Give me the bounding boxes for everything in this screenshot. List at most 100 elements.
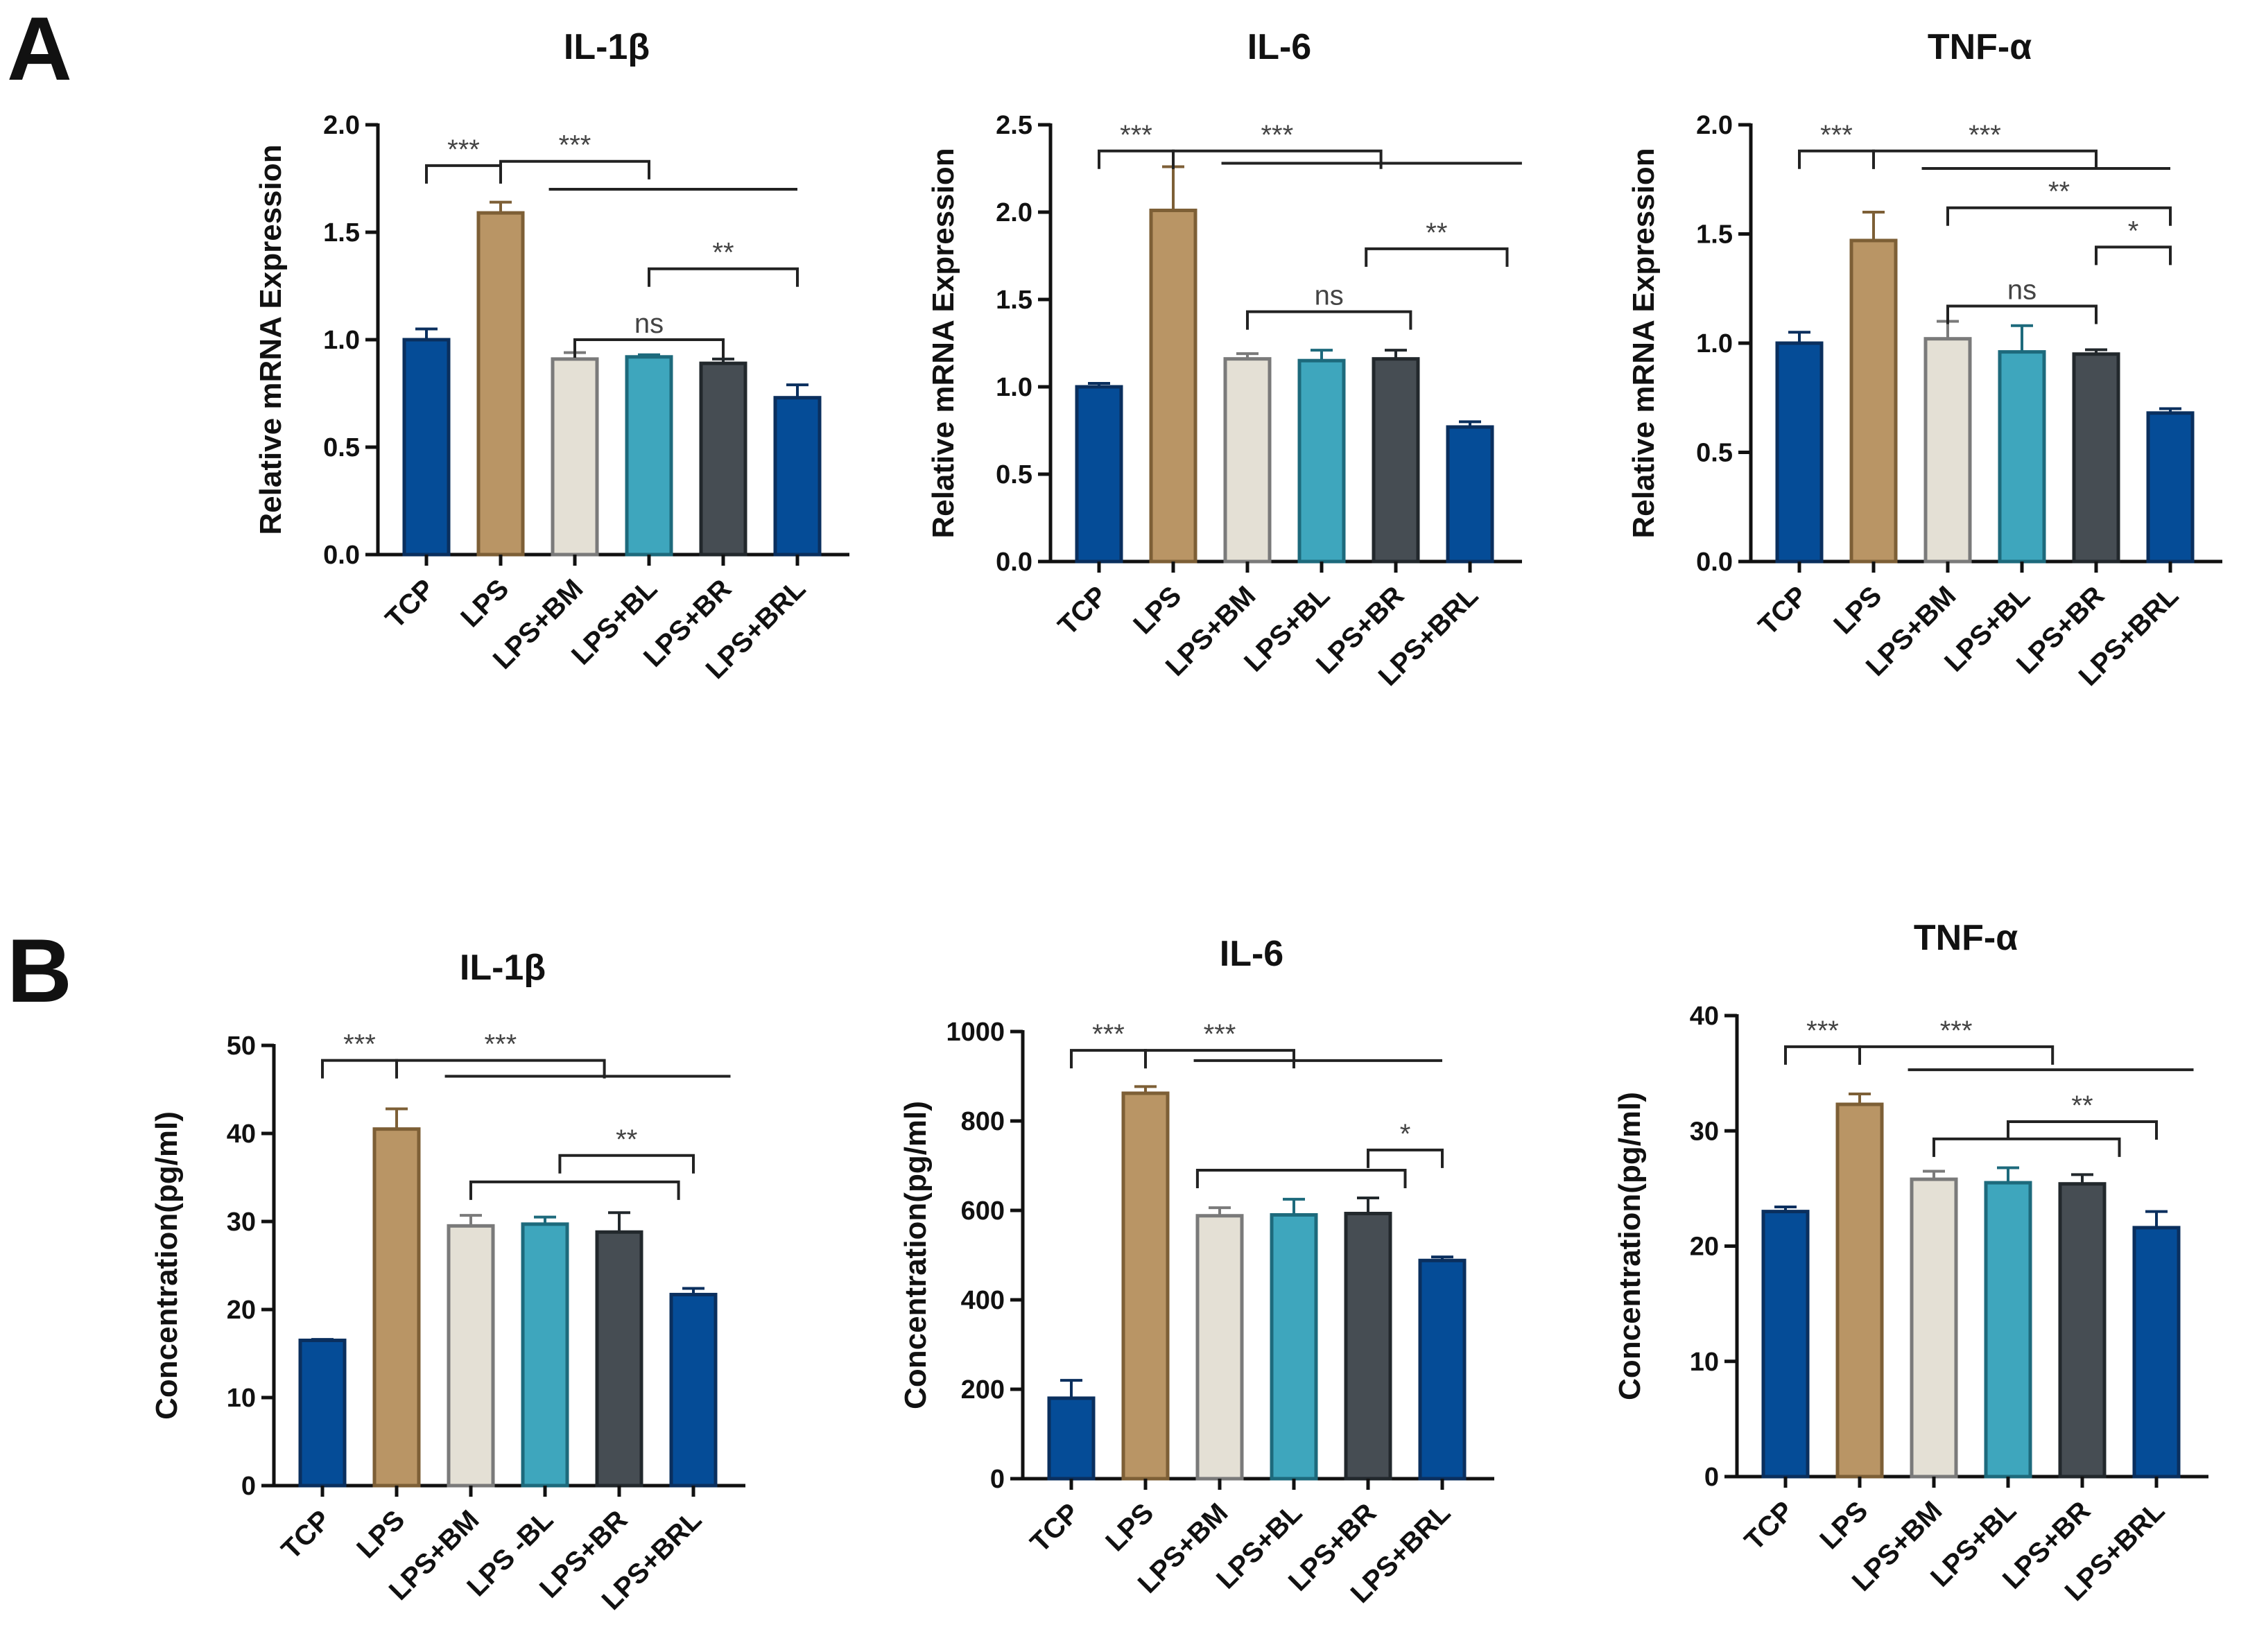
significance-bracket <box>1070 1049 1147 1069</box>
significance-bracket <box>1798 149 1875 169</box>
significance-label: ** <box>712 238 734 268</box>
significance-bracket <box>573 338 725 358</box>
significance-bracket <box>425 164 502 184</box>
chart-5: TNF-α Concentration(pg/ml) 0 10 20 30 40 TCP LPS… <box>1613 918 2208 1607</box>
y-axis-label: Concentration(pg/ml) <box>150 1111 184 1420</box>
bar-lps-br <box>1372 357 1420 564</box>
significance-bracket <box>1932 1137 2121 1157</box>
y-tick-label: 40 <box>1690 1002 1719 1031</box>
y-tick-label: 600 <box>961 1197 1005 1226</box>
significance-label: *** <box>1820 120 1853 150</box>
y-axis-label: Relative mRNA Expression <box>254 144 288 534</box>
significance-bracket <box>1195 1168 1407 1188</box>
bar-lps <box>476 211 525 557</box>
significance-label: *** <box>1940 1016 1973 1046</box>
significance-label: * <box>1400 1119 1411 1149</box>
bar-lps-bm <box>1195 1214 1244 1481</box>
significance-bracket <box>321 1059 398 1079</box>
y-tick-label: 2.0 <box>996 198 1032 227</box>
significance-bracket <box>1784 1045 1861 1065</box>
bar-lps-br <box>595 1230 643 1488</box>
x-tick-label: LPS <box>1127 580 1187 640</box>
significance-bracket <box>1367 1148 1444 1168</box>
y-tick-label: 1000 <box>946 1018 1005 1047</box>
x-tick-label: LPS <box>1828 580 1887 640</box>
bar-lps-bm <box>1923 337 1972 564</box>
bar-lps-brl <box>1418 1258 1467 1481</box>
y-tick-label: 1.5 <box>1696 220 1733 250</box>
significance-bracket <box>1872 149 2098 169</box>
bar-lps-brl <box>2146 411 2195 564</box>
significance-bracket <box>1246 310 1412 330</box>
significance-label: ** <box>616 1124 637 1155</box>
bar-lps-bl <box>625 355 673 557</box>
x-tick-label: TCP <box>380 573 441 634</box>
x-tick-label: LPS <box>351 1504 410 1564</box>
bar-lps-br <box>2058 1182 2107 1479</box>
chart-1: IL-6 Relative mRNA Expression 0.0 0.5 1.0 1.5… <box>926 27 1522 692</box>
bar-tcp <box>298 1338 347 1488</box>
y-tick-label: 0.0 <box>323 541 360 570</box>
y-tick-label: 1.0 <box>1696 329 1733 358</box>
significance-label: *** <box>1120 120 1152 150</box>
y-tick-label: 50 <box>227 1032 256 1061</box>
bar-lps-br <box>699 361 747 557</box>
significance-bracket <box>395 1059 606 1079</box>
significance-label: ns <box>634 308 664 339</box>
bar-lps <box>1149 208 1197 564</box>
significance-label: ** <box>1426 218 1447 248</box>
significance-bracket <box>1172 149 1383 169</box>
significance-label: *** <box>1806 1016 1839 1046</box>
significance-label: *** <box>1204 1019 1236 1050</box>
y-tick-label: 1.0 <box>323 326 360 355</box>
significance-label: * <box>2128 216 2139 246</box>
bar-lps-bm <box>447 1224 495 1488</box>
bar-lps-brl <box>1446 425 1494 564</box>
significance-label: ** <box>2048 177 2070 207</box>
y-tick-label: 30 <box>227 1208 256 1237</box>
significance-bracket <box>1858 1045 2055 1065</box>
significance-bracket <box>558 1154 695 1174</box>
y-tick-label: 400 <box>961 1286 1005 1315</box>
bar-lps <box>1849 238 1898 564</box>
bar-lps-brl <box>669 1292 718 1488</box>
x-tick-label: LPS <box>455 573 514 633</box>
x-tick-label: TCP <box>1025 1497 1086 1558</box>
y-tick-label: 0.0 <box>1696 548 1733 577</box>
chart-title: TNF-α <box>1928 27 2032 67</box>
y-axis-label: Relative mRNA Expression <box>926 148 960 538</box>
bar-lps-bm <box>551 357 599 557</box>
y-tick-label: 0.5 <box>996 460 1032 489</box>
chart-title: IL-1β <box>564 27 650 67</box>
y-tick-label: 800 <box>961 1107 1005 1136</box>
bar-lps-brl <box>2132 1226 2181 1479</box>
bar-lps-bl <box>521 1222 569 1488</box>
y-tick-label: 1.5 <box>996 286 1032 315</box>
panel-letter-b: B <box>7 920 72 1021</box>
significance-label: ns <box>2007 275 2037 305</box>
significance-label: ns <box>1315 281 1344 311</box>
chart-4: IL-6 Concentration(pg/ml) 0 200 400 600 800 100… <box>899 934 1494 1609</box>
bar-tcp <box>402 338 451 557</box>
bar-lps <box>372 1127 421 1488</box>
y-tick-label: 1.0 <box>996 373 1032 402</box>
significance-label: *** <box>1969 120 2001 150</box>
y-tick-label: 200 <box>961 1375 1005 1405</box>
bar-lps-bm <box>1910 1177 1958 1479</box>
y-tick-label: 10 <box>227 1384 256 1413</box>
significance-label: *** <box>559 130 591 161</box>
bar-tcp <box>1047 1396 1096 1481</box>
chart-0: IL-1β Relative mRNA Expression 0.0 0.5 1.0 1.… <box>254 27 849 685</box>
bar-lps-br <box>2072 352 2120 564</box>
y-tick-label: 20 <box>1690 1233 1719 1262</box>
significance-bracket <box>1946 304 2098 324</box>
significance-label: *** <box>1261 120 1293 150</box>
bar-lps-bl <box>1297 358 1346 564</box>
significance-bracket <box>1098 149 1175 169</box>
bar-tcp <box>1775 341 1824 564</box>
chart-3: IL-1β Concentration(pg/ml) 0 10 20 30 40 50 TCP L… <box>150 948 745 1616</box>
significance-bracket <box>2007 1120 2158 1140</box>
bar-lps-bl <box>1270 1212 1318 1481</box>
y-tick-label: 30 <box>1690 1117 1719 1146</box>
